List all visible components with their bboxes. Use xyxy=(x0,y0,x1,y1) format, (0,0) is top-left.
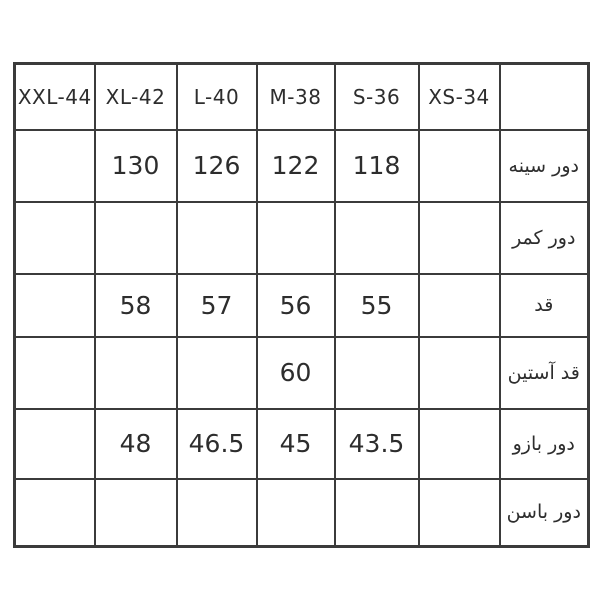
chest-l-40-cell: 126 xyxy=(175,128,258,203)
size-chart-table: XXL-44 XL-42 L-40 M-38 S-36 XS-34 130 12… xyxy=(13,62,590,548)
length-s-36-cell: 55 xyxy=(333,272,420,338)
hip-xxl-44-cell xyxy=(13,477,96,548)
hip-s-36-cell xyxy=(333,477,420,548)
header-xl-42: XL-42 xyxy=(93,62,178,131)
row-label-arm: دور بازو xyxy=(498,407,590,480)
row-label-length: قد xyxy=(498,272,590,338)
arm-xl-42-cell: 48 xyxy=(93,407,178,480)
length-l-40-cell: 57 xyxy=(175,272,258,338)
table-row-arm: 48 46.5 45 43.5 دور بازو xyxy=(13,407,590,480)
sleeve-s-36-cell xyxy=(333,335,420,410)
sleeve-xs-34-cell xyxy=(417,335,501,410)
sleeve-xxl-44-cell xyxy=(13,335,96,410)
row-label-waist: دور کمر xyxy=(498,200,590,275)
header-xs-34: XS-34 xyxy=(417,62,501,131)
row-label-hip: دور باسن xyxy=(498,477,590,548)
length-xl-42-cell: 58 xyxy=(93,272,178,338)
sleeve-xl-42-cell xyxy=(93,335,178,410)
header-s-36: S-36 xyxy=(333,62,420,131)
waist-m-38-cell xyxy=(255,200,336,275)
header-m-38: M-38 xyxy=(255,62,336,131)
waist-s-36-cell xyxy=(333,200,420,275)
waist-l-40-cell xyxy=(175,200,258,275)
arm-m-38-cell: 45 xyxy=(255,407,336,480)
waist-xs-34-cell xyxy=(417,200,501,275)
chest-xl-42-cell: 130 xyxy=(93,128,178,203)
header-empty xyxy=(498,62,590,131)
header-xxl-44: XXL-44 xyxy=(13,62,96,131)
header-row: XXL-44 XL-42 L-40 M-38 S-36 XS-34 xyxy=(13,62,590,131)
hip-xl-42-cell xyxy=(93,477,178,548)
chest-s-36-cell: 118 xyxy=(333,128,420,203)
hip-l-40-cell xyxy=(175,477,258,548)
table-row-hip: دور باسن xyxy=(13,477,590,548)
length-m-38-cell: 56 xyxy=(255,272,336,338)
arm-s-36-cell: 43.5 xyxy=(333,407,420,480)
length-xs-34-cell xyxy=(417,272,501,338)
arm-xs-34-cell xyxy=(417,407,501,480)
hip-m-38-cell xyxy=(255,477,336,548)
table-row-waist: دور کمر xyxy=(13,200,590,275)
waist-xl-42-cell xyxy=(93,200,178,275)
table-row-chest: 130 126 122 118 دور سینه xyxy=(13,128,590,203)
row-label-sleeve-length: قد آستین xyxy=(498,335,590,410)
sleeve-m-38-cell: 60 xyxy=(255,335,336,410)
chest-m-38-cell: 122 xyxy=(255,128,336,203)
header-l-40: L-40 xyxy=(175,62,258,131)
hip-xs-34-cell xyxy=(417,477,501,548)
table-row-sleeve-length: 60 قد آستین xyxy=(13,335,590,410)
length-xxl-44-cell xyxy=(13,272,96,338)
chest-xs-34-cell xyxy=(417,128,501,203)
row-label-chest: دور سینه xyxy=(498,128,590,203)
arm-l-40-cell: 46.5 xyxy=(175,407,258,480)
sleeve-l-40-cell xyxy=(175,335,258,410)
chest-xxl-44-cell xyxy=(13,128,96,203)
arm-xxl-44-cell xyxy=(13,407,96,480)
table-row-length: 58 57 56 55 قد xyxy=(13,272,590,338)
waist-xxl-44-cell xyxy=(13,200,96,275)
